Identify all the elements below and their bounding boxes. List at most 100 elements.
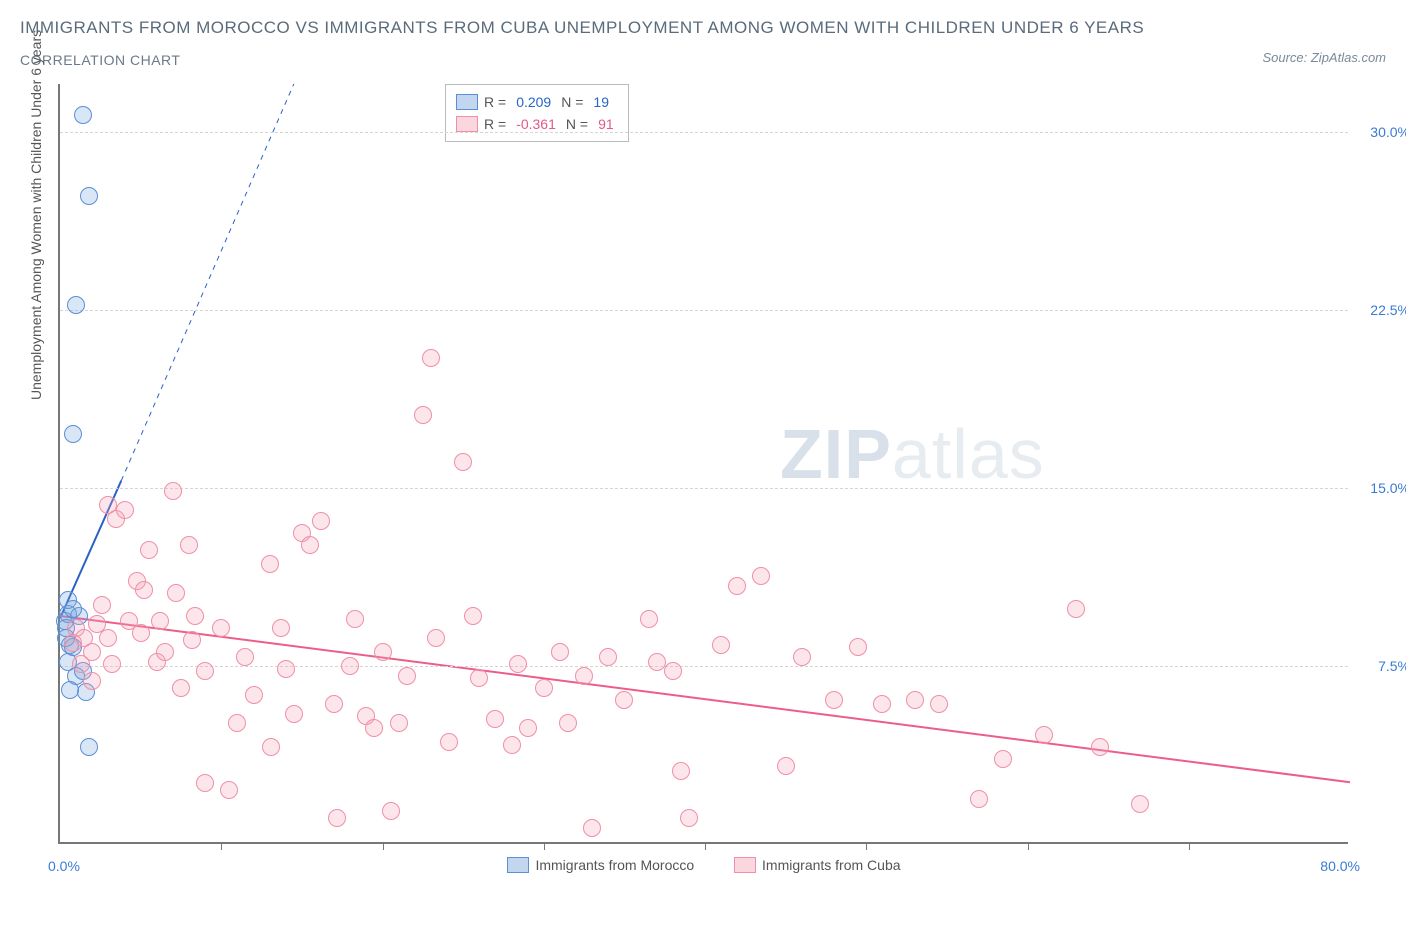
- scatter-point: [277, 660, 295, 678]
- scatter-point: [262, 738, 280, 756]
- scatter-point: [930, 695, 948, 713]
- chart-subtitle: CORRELATION CHART: [20, 52, 180, 68]
- scatter-point: [196, 662, 214, 680]
- x-tick: [221, 842, 222, 850]
- scatter-point: [103, 655, 121, 673]
- scatter-point: [486, 710, 504, 728]
- scatter-point: [672, 762, 690, 780]
- x-tick: [1189, 842, 1190, 850]
- scatter-point: [712, 636, 730, 654]
- scatter-point: [172, 679, 190, 697]
- scatter-point: [156, 643, 174, 661]
- scatter-point: [873, 695, 891, 713]
- scatter-point: [80, 738, 98, 756]
- x-tick: [544, 842, 545, 850]
- scatter-point: [583, 819, 601, 837]
- scatter-point: [994, 750, 1012, 768]
- scatter-point: [365, 719, 383, 737]
- scatter-point: [167, 584, 185, 602]
- legend-label-morocco: Immigrants from Morocco: [535, 857, 694, 873]
- scatter-point: [422, 349, 440, 367]
- scatter-point: [374, 643, 392, 661]
- scatter-point: [180, 536, 198, 554]
- scatter-point: [535, 679, 553, 697]
- y-tick-label: 30.0%: [1370, 124, 1406, 140]
- scatter-point: [186, 607, 204, 625]
- y-tick-label: 22.5%: [1370, 302, 1406, 318]
- scatter-point: [454, 453, 472, 471]
- scatter-point: [551, 643, 569, 661]
- legend-item-morocco: Immigrants from Morocco: [507, 857, 694, 873]
- gridline: [60, 488, 1348, 489]
- scatter-point: [74, 106, 92, 124]
- x-tick: [705, 842, 706, 850]
- scatter-point: [132, 624, 150, 642]
- scatter-point: [825, 691, 843, 709]
- scatter-point: [64, 425, 82, 443]
- source-label: Source: ZipAtlas.com: [1262, 50, 1386, 65]
- scatter-point: [64, 600, 82, 618]
- swatch-morocco-icon: [507, 857, 529, 873]
- scatter-point: [312, 512, 330, 530]
- swatch-cuba-icon: [734, 857, 756, 873]
- scatter-point: [301, 536, 319, 554]
- gridline: [60, 666, 1348, 667]
- scatter-point: [470, 669, 488, 687]
- scatter-point: [640, 610, 658, 628]
- x-tick: [866, 842, 867, 850]
- scatter-point: [728, 577, 746, 595]
- scatter-point: [99, 629, 117, 647]
- scatter-point: [212, 619, 230, 637]
- scatter-point: [559, 714, 577, 732]
- scatter-point: [228, 714, 246, 732]
- chart-container: IMMIGRANTS FROM MOROCCO VS IMMIGRANTS FR…: [0, 0, 1406, 930]
- gridline: [60, 310, 1348, 311]
- scatter-point: [261, 555, 279, 573]
- scatter-point: [615, 691, 633, 709]
- scatter-point: [906, 691, 924, 709]
- y-axis-title: Unemployment Among Women with Children U…: [28, 30, 44, 400]
- scatter-point: [93, 596, 111, 614]
- scatter-point: [849, 638, 867, 656]
- scatter-point: [328, 809, 346, 827]
- scatter-point: [664, 662, 682, 680]
- y-tick-label: 7.5%: [1378, 658, 1406, 674]
- scatter-point: [1067, 600, 1085, 618]
- scatter-point: [72, 655, 90, 673]
- scatter-point: [464, 607, 482, 625]
- scatter-point: [272, 619, 290, 637]
- scatter-point: [680, 809, 698, 827]
- scatter-point: [427, 629, 445, 647]
- scatter-point: [414, 406, 432, 424]
- scatter-point: [390, 714, 408, 732]
- scatter-point: [151, 612, 169, 630]
- scatter-point: [440, 733, 458, 751]
- scatter-point: [519, 719, 537, 737]
- scatter-point: [509, 655, 527, 673]
- plot-area: ZIPatlas R = 0.209 N = 19 R = -0.361 N =…: [58, 84, 1348, 844]
- scatter-point: [752, 567, 770, 585]
- scatter-point: [64, 634, 82, 652]
- scatter-point: [777, 757, 795, 775]
- scatter-point: [61, 681, 79, 699]
- scatter-point: [325, 695, 343, 713]
- scatter-point: [793, 648, 811, 666]
- scatter-point: [80, 187, 98, 205]
- scatter-point: [599, 648, 617, 666]
- scatter-point: [382, 802, 400, 820]
- scatter-point: [398, 667, 416, 685]
- legend-item-cuba: Immigrants from Cuba: [734, 857, 900, 873]
- legend-label-cuba: Immigrants from Cuba: [762, 857, 900, 873]
- scatter-point: [140, 541, 158, 559]
- y-tick-label: 15.0%: [1370, 480, 1406, 496]
- scatter-point: [575, 667, 593, 685]
- scatter-point: [196, 774, 214, 792]
- chart-title: IMMIGRANTS FROM MOROCCO VS IMMIGRANTS FR…: [20, 18, 1144, 38]
- scatter-point: [1131, 795, 1149, 813]
- scatter-point: [67, 296, 85, 314]
- trend-lines: [60, 84, 1350, 844]
- scatter-point: [648, 653, 666, 671]
- scatter-point: [135, 581, 153, 599]
- scatter-point: [970, 790, 988, 808]
- x-tick: [383, 842, 384, 850]
